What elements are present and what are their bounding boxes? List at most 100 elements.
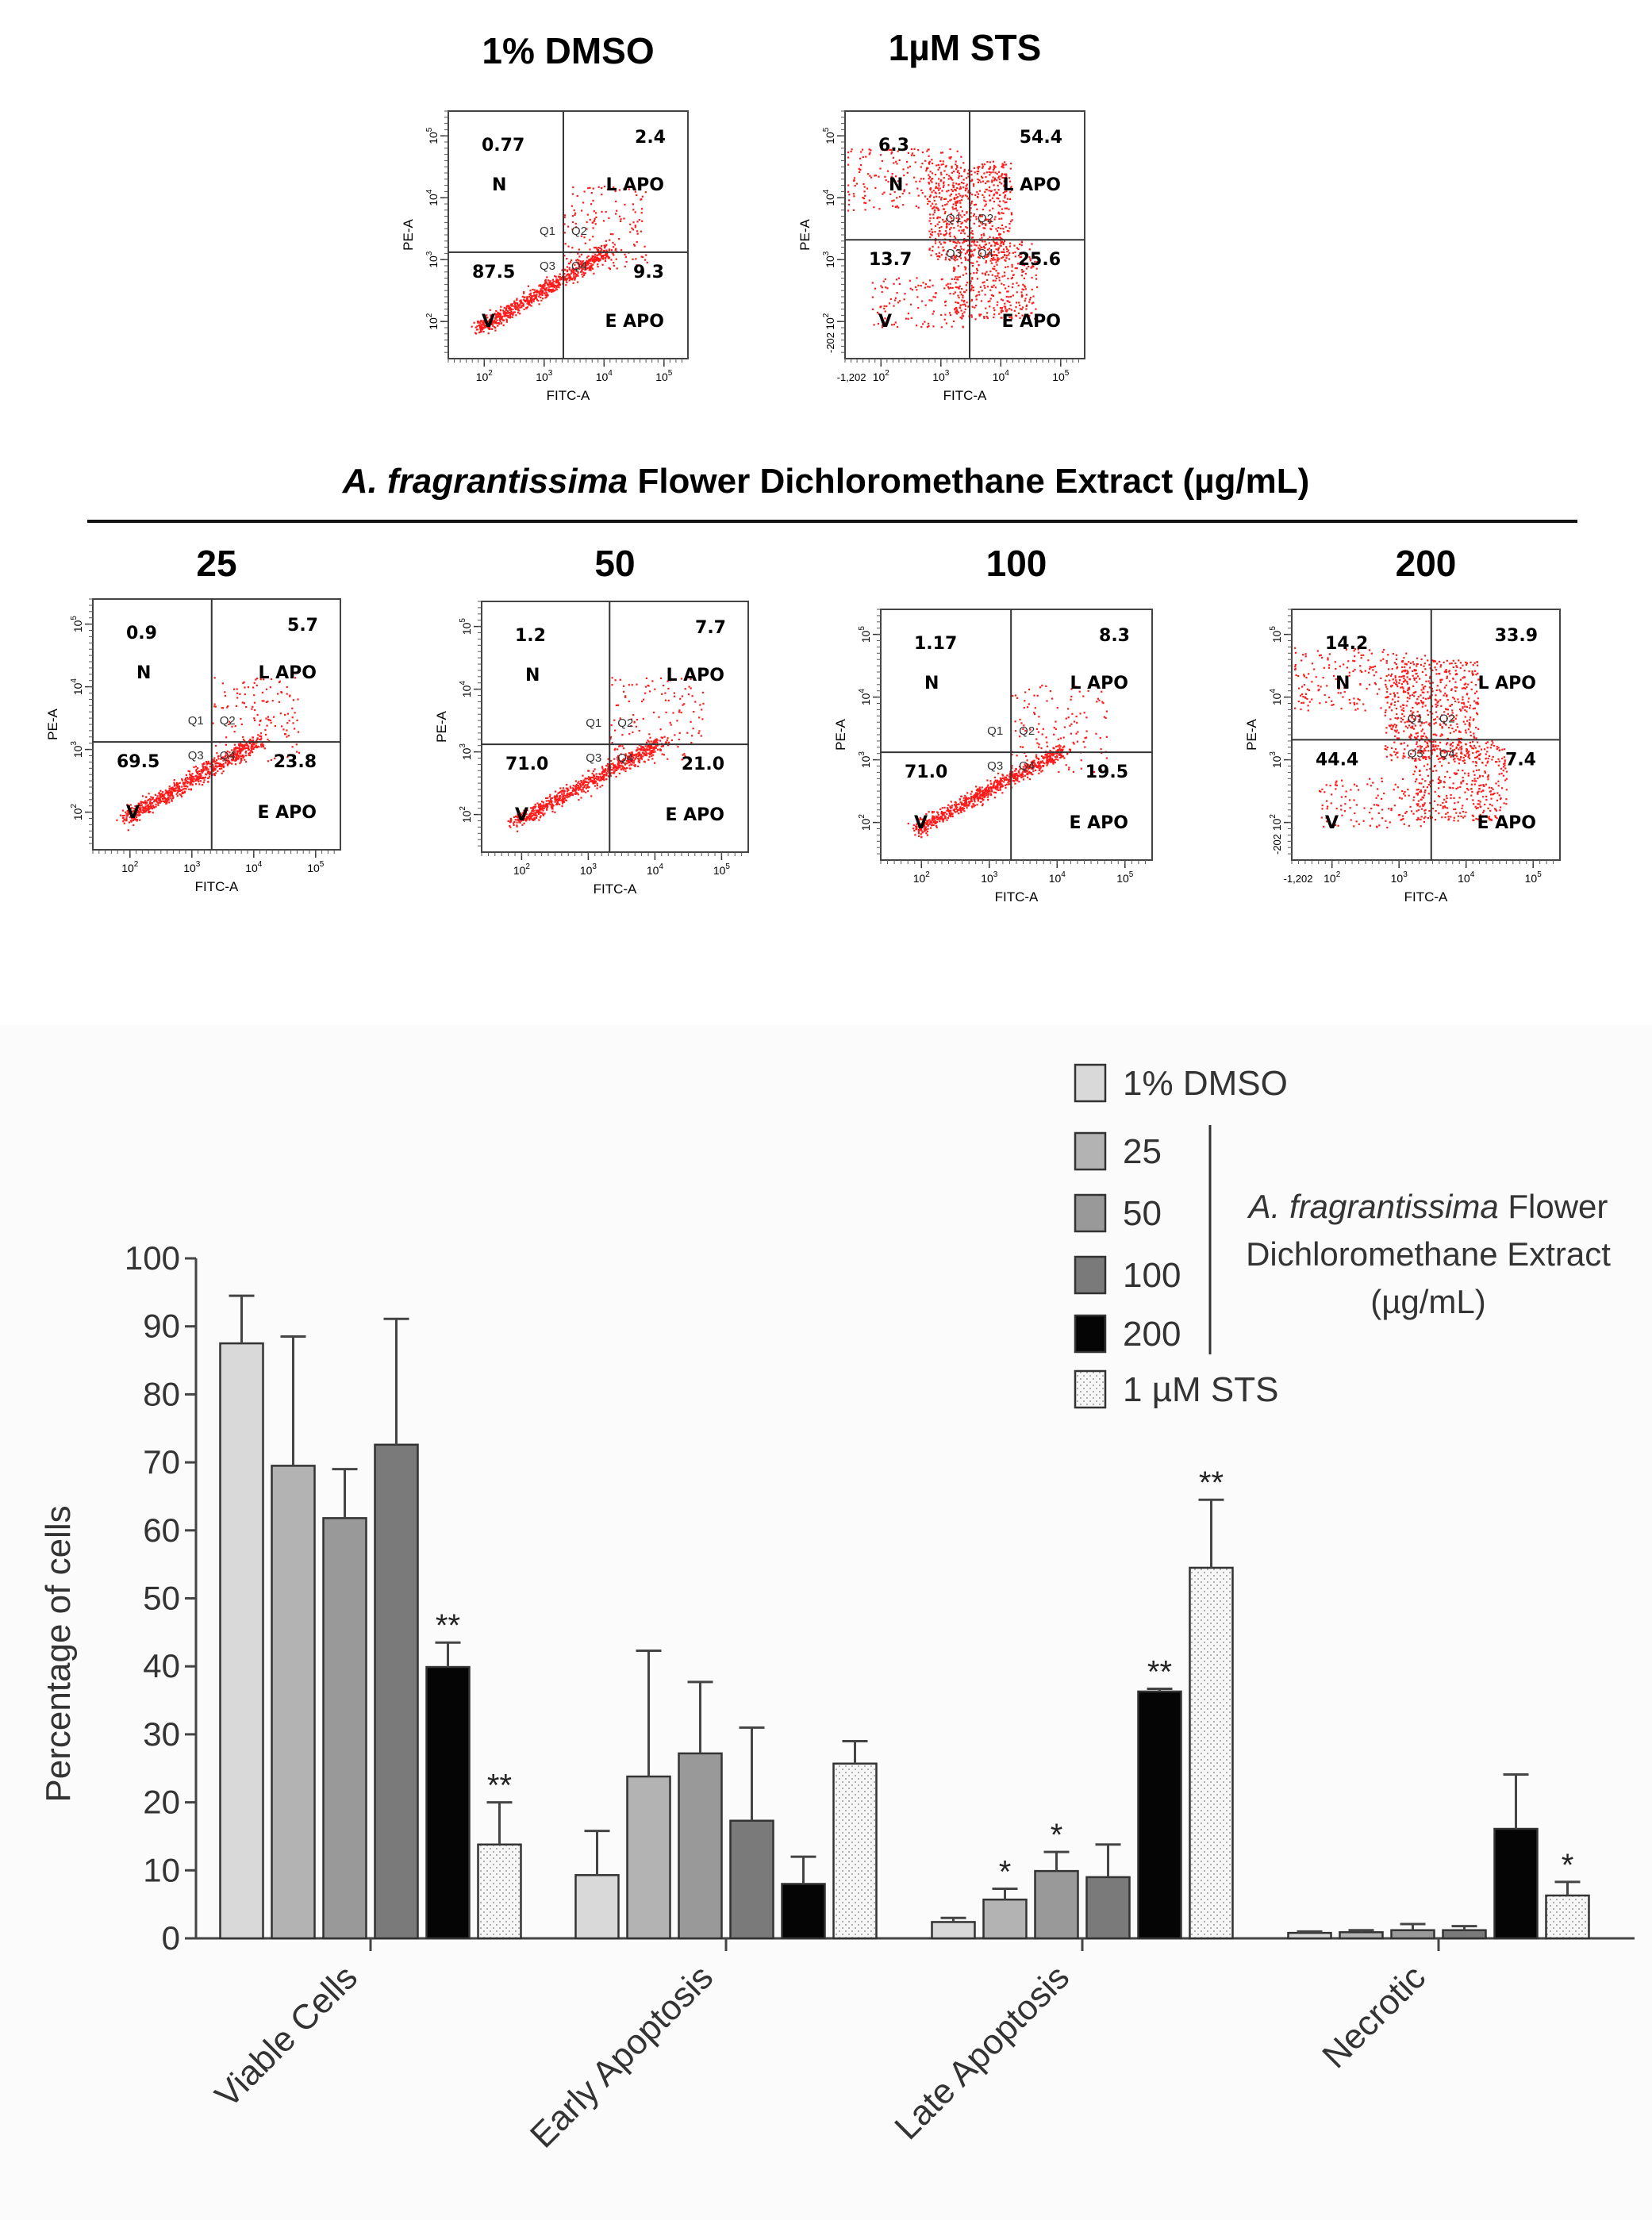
- quadrant-label-n: N: [889, 175, 903, 195]
- quadrant-value-early-apoptosis: 21.0: [682, 755, 724, 774]
- y-tick-label: 105: [70, 616, 84, 633]
- bar: [271, 1465, 316, 1940]
- quadrant-value-early-apoptosis: 19.5: [1085, 762, 1128, 782]
- x-tick-label: 102: [476, 369, 494, 383]
- bar-group: ** **: [219, 1294, 522, 1940]
- y-tick-label: 105: [459, 618, 473, 636]
- gate-label-q1: Q1: [540, 225, 555, 238]
- quadrant-label-v: V: [914, 813, 928, 833]
- quadrant-label-lapo: L APO: [258, 663, 317, 683]
- legend-label: 1% DMSO: [1123, 1064, 1288, 1103]
- quadrant-value-late-apoptosis: 7.7: [695, 618, 726, 638]
- significance-marker: *: [1051, 1818, 1063, 1853]
- x-negative-tick: -1,202: [1284, 873, 1313, 885]
- significance-marker: **: [1199, 1465, 1224, 1500]
- bar: [781, 1883, 826, 1940]
- flow-x-axis-label: FITC-A: [995, 889, 1039, 905]
- quadrant-value-late-apoptosis: 5.7: [287, 616, 318, 636]
- bar: [1034, 1869, 1079, 1940]
- y-tick-label: 104: [459, 681, 473, 698]
- flow-axes: 102 102 103 103 104 104 105 105: [858, 609, 1146, 885]
- x-tick-label: 102: [1324, 870, 1341, 885]
- x-tick-label: 103: [932, 369, 950, 383]
- flow-y-axis-label: PE-A: [45, 709, 60, 740]
- gate-label-q4: Q4: [1439, 747, 1455, 760]
- flow-y-axis-label: PE-A: [401, 219, 416, 251]
- flow-x-axis-label: FITC-A: [594, 881, 637, 897]
- bar-group: ******: [931, 1465, 1234, 1940]
- flow-panel: 1µM STS 6.3 54.4 13.7 25.6 N L APO V E APO Q1 Q2 Q3…: [797, 27, 1085, 403]
- x-tick-label: 105: [1052, 369, 1070, 383]
- extract-heading: A. fragrantissima Flower Dichloromethane…: [342, 462, 1310, 501]
- y-tick-label: 102: [459, 806, 473, 824]
- flow-panel-title: 1µM STS: [889, 27, 1042, 68]
- y-tick-label: 103: [822, 251, 836, 268]
- y-tick-label: 104: [822, 189, 836, 206]
- y-tick-label: 60: [143, 1511, 180, 1549]
- quadrant-label-lapo: L APO: [1002, 175, 1061, 195]
- significance-marker: **: [487, 1769, 512, 1803]
- bar: [626, 1775, 671, 1940]
- gate-label-q1: Q1: [987, 724, 1003, 738]
- x-tick-label: 105: [1116, 870, 1134, 885]
- quadrant-value-necrotic: 1.2: [515, 626, 546, 646]
- x-tick-label: 102: [513, 862, 531, 877]
- quadrant-label-v: V: [1325, 813, 1339, 833]
- flow-panel-title: 1% DMSO: [482, 30, 654, 71]
- quadrant-label-v: V: [878, 312, 892, 332]
- quadrant-label-eapo: E APO: [1001, 312, 1061, 332]
- flow-axes: 102 102 103 103 104 104 105 105: [822, 110, 1079, 383]
- gate-label-q2: Q2: [978, 212, 993, 225]
- quadrant-value-late-apoptosis: 33.9: [1495, 626, 1538, 646]
- quadrant-value-late-apoptosis: 2.4: [635, 128, 666, 148]
- quadrant-value-late-apoptosis: 8.3: [1099, 626, 1130, 646]
- quadrant-value-necrotic: 6.3: [878, 136, 909, 156]
- quadrant-label-n: N: [525, 666, 540, 686]
- legend-swatch: [1074, 1193, 1107, 1233]
- x-tick-label: 105: [307, 860, 325, 874]
- scatter-cloud: [507, 677, 705, 832]
- x-tick-label: 104: [993, 369, 1010, 383]
- quadrant-label-n: N: [1335, 674, 1350, 693]
- legend-label: 1 µM STS: [1123, 1370, 1279, 1409]
- y-tick-label: 105: [1269, 626, 1283, 643]
- bar: [425, 1665, 471, 1940]
- x-tick-label: 105: [655, 369, 673, 383]
- bar: [1442, 1929, 1487, 1940]
- quadrant-value-late-apoptosis: 54.4: [1020, 128, 1062, 148]
- quadrant-label-lapo: L APO: [605, 175, 664, 195]
- y-tick-label: 104: [858, 689, 872, 706]
- quadrant-label-n: N: [924, 674, 939, 693]
- scatter-cloud: [116, 677, 301, 832]
- flow-y-axis-label: PE-A: [434, 711, 449, 743]
- gate-label-q4: Q4: [617, 751, 633, 765]
- gate-label-q1: Q1: [188, 714, 204, 728]
- x-tick-label: 104: [647, 862, 664, 877]
- quadrant-value-viable: 69.5: [117, 752, 159, 772]
- y-tick-label: 103: [425, 251, 440, 268]
- flow-axes: 102 102 103 103 104 104 105 105: [70, 598, 335, 874]
- y-tick-label: 102: [858, 814, 872, 832]
- flow-panel-title: 50: [594, 543, 635, 584]
- legend-label: 25: [1123, 1132, 1162, 1171]
- bar: [374, 1443, 419, 1940]
- gate-label-q2: Q2: [571, 225, 587, 238]
- gate-label-q2: Q2: [617, 716, 633, 730]
- scatter-cloud: [907, 684, 1108, 839]
- x-tick-label: 105: [713, 862, 731, 877]
- y-tick-label: 20: [143, 1784, 180, 1821]
- gate-label-q2: Q2: [220, 714, 236, 728]
- quadrant-value-necrotic: 14.2: [1325, 634, 1368, 654]
- flow-y-axis-label: PE-A: [1244, 719, 1259, 751]
- flow-panel: 1% DMSO 0.77 2.4 87.5 9.3 N L APO V E APO Q1 Q2 Q3 Q…: [401, 30, 689, 403]
- legend-group-label: Dichloromethane Extract: [1246, 1235, 1611, 1273]
- quadrant-value-necrotic: 0.77: [482, 136, 524, 156]
- flow-cytometry-section: 1% DMSO 0.77 2.4 87.5 9.3 N L APO V E APO Q1 Q2 Q3 Q…: [45, 27, 1561, 905]
- y-tick-label: 103: [70, 741, 84, 759]
- quadrant-value-early-apoptosis: 7.4: [1505, 750, 1536, 770]
- x-tick-label: 104: [245, 860, 263, 874]
- x-tick-label: 103: [1391, 870, 1408, 885]
